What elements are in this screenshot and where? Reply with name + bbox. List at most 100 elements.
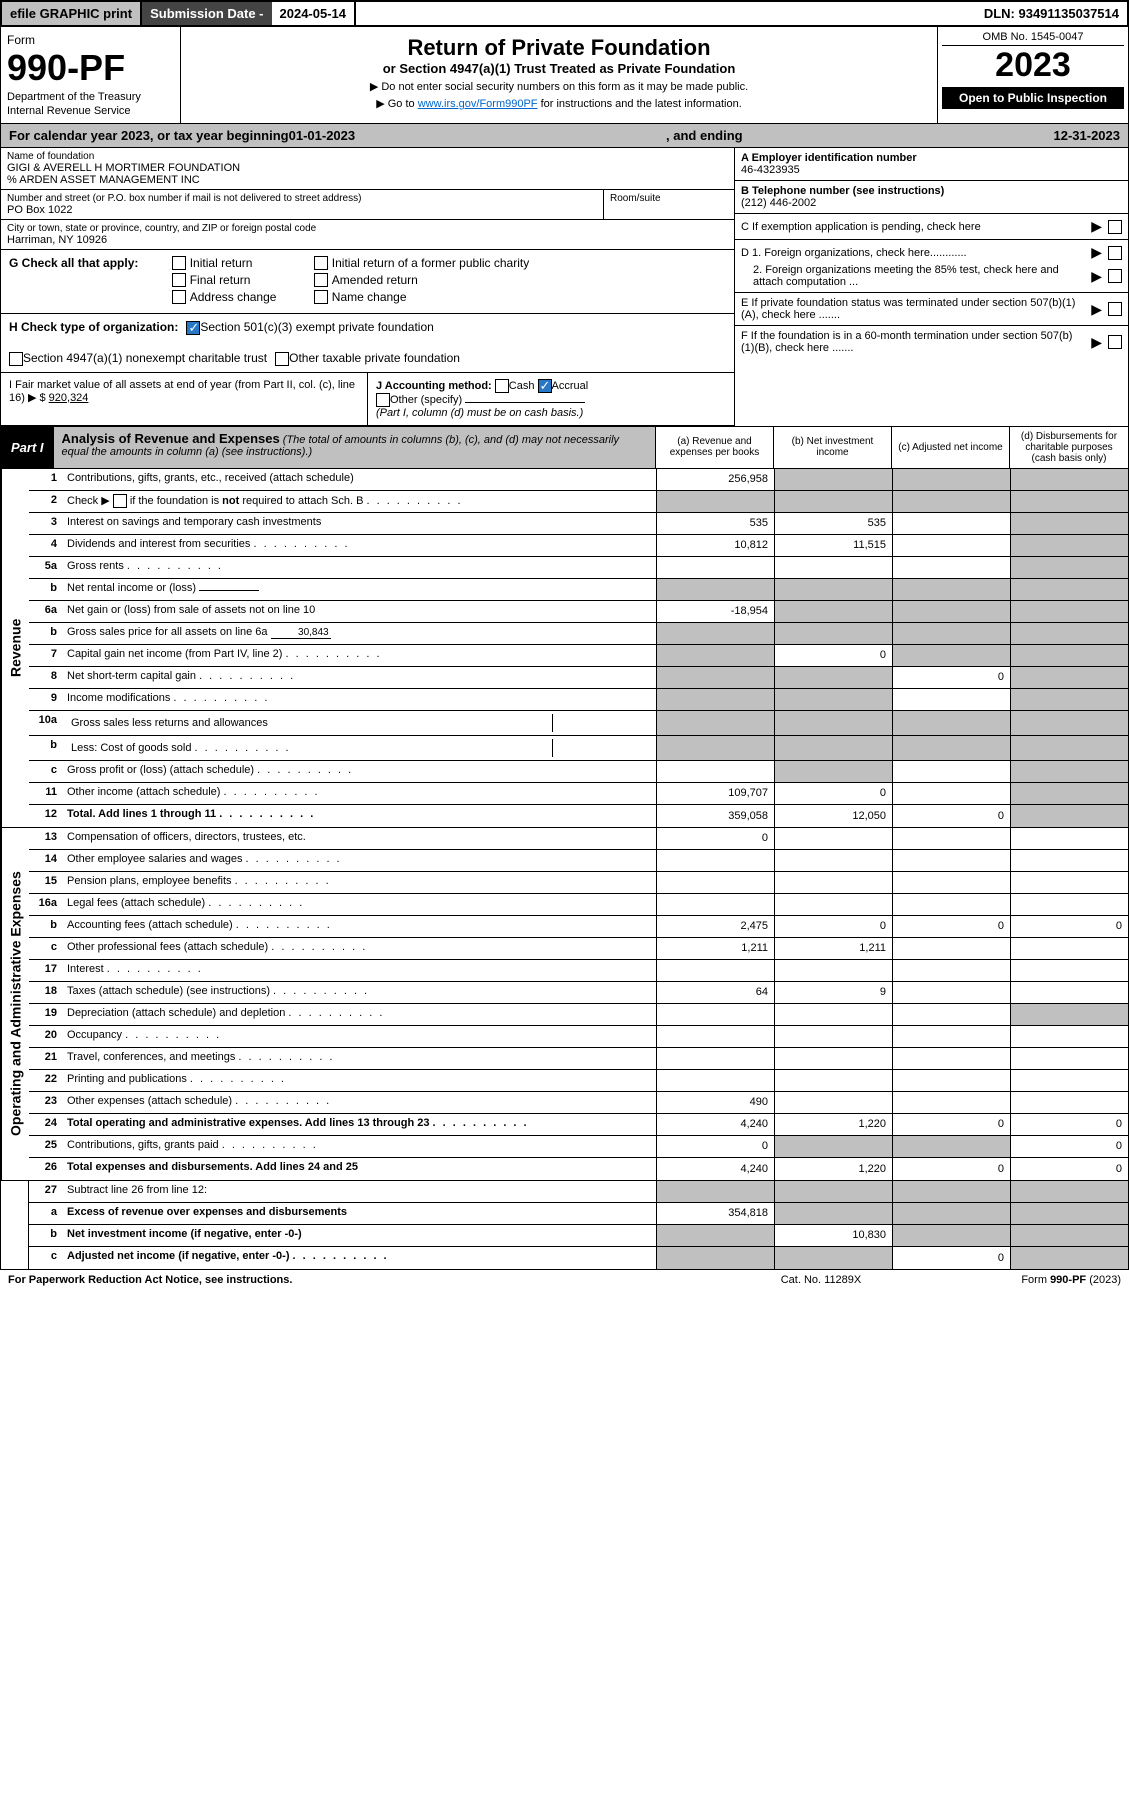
city-row: City or town, state or province, country… — [1, 220, 734, 250]
omb: OMB No. 1545-0047 — [942, 31, 1124, 46]
footer-right: Form 990-PF (2023) — [921, 1274, 1121, 1286]
row-18: 18Taxes (attach schedule) (see instructi… — [29, 982, 1128, 1004]
row-2: 2Check ▶ if the foundation is not requir… — [29, 491, 1128, 513]
city-label: City or town, state or province, country… — [7, 223, 728, 234]
j-accrual[interactable]: Accrual — [538, 380, 589, 392]
open-inspection: Open to Public Inspection — [942, 87, 1124, 109]
header-left: Form 990-PF Department of the Treasury I… — [1, 27, 181, 123]
city: Harriman, NY 10926 — [7, 234, 728, 246]
col-b-header: (b) Net investment income — [774, 427, 892, 468]
g-final-return[interactable]: Final return — [172, 273, 251, 287]
top-bar: efile GRAPHIC print Submission Date - 20… — [0, 0, 1129, 27]
room-label: Room/suite — [610, 193, 728, 204]
revenue-table: Revenue 1Contributions, gifts, grants, e… — [0, 469, 1129, 828]
ein-value: 46-4323935 — [741, 164, 800, 176]
form990pf-link[interactable]: www.irs.gov/Form990PF — [418, 98, 538, 110]
h-4947[interactable]: Section 4947(a)(1) nonexempt charitable … — [9, 351, 267, 366]
instr-2: ▶ Go to www.irs.gov/Form990PF for instru… — [193, 97, 925, 110]
street: PO Box 1022 — [7, 204, 597, 216]
part1-desc: Analysis of Revenue and Expenses (The to… — [54, 427, 655, 468]
h-row: H Check type of organization: Section 50… — [1, 314, 734, 373]
f-checkbox[interactable] — [1108, 335, 1122, 349]
g-row: G Check all that apply: Initial return F… — [1, 250, 734, 314]
d1-label: D 1. Foreign organizations, check here..… — [741, 247, 1085, 259]
g-amended[interactable]: Amended return — [314, 273, 418, 287]
part1-header: Part I Analysis of Revenue and Expenses … — [0, 427, 1129, 469]
row-3: 3Interest on savings and temporary cash … — [29, 513, 1128, 535]
row-19: 19Depreciation (attach schedule) and dep… — [29, 1004, 1128, 1026]
g-name-change[interactable]: Name change — [314, 290, 407, 304]
tax-year: 2023 — [942, 46, 1124, 85]
row-27: 27Subtract line 26 from line 12: — [29, 1181, 1128, 1203]
row-16c: cOther professional fees (attach schedul… — [29, 938, 1128, 960]
dept: Department of the Treasury — [7, 91, 174, 103]
form-title: Return of Private Foundation — [193, 35, 925, 61]
schb-checkbox[interactable] — [113, 494, 127, 508]
form-header: Form 990-PF Department of the Treasury I… — [0, 27, 1129, 124]
header-center: Return of Private Foundation or Section … — [181, 27, 938, 123]
j-label: J Accounting method: — [376, 380, 492, 392]
d-row: D 1. Foreign organizations, check here..… — [735, 240, 1128, 293]
f-label: F If the foundation is in a 60-month ter… — [741, 330, 1085, 354]
submission-date: 2024-05-14 — [272, 2, 357, 25]
row-6a: 6aNet gain or (loss) from sale of assets… — [29, 601, 1128, 623]
cal-end: 12-31-2023 — [1054, 128, 1121, 143]
row-5b: bNet rental income or (loss) — [29, 579, 1128, 601]
ein-label: A Employer identification number — [741, 152, 917, 164]
foundation-name-row: Name of foundation GIGI & AVERELL H MORT… — [1, 148, 734, 190]
row-16b: bAccounting fees (attach schedule) 2,475… — [29, 916, 1128, 938]
irs: Internal Revenue Service — [7, 105, 174, 117]
row-14: 14Other employee salaries and wages — [29, 850, 1128, 872]
summary-table: 27Subtract line 26 from line 12: aExcess… — [0, 1181, 1129, 1270]
row-26: 26Total expenses and disbursements. Add … — [29, 1158, 1128, 1180]
street-cell: Number and street (or P.O. box number if… — [1, 190, 604, 220]
col-d-header: (d) Disbursements for charitable purpose… — [1010, 427, 1128, 468]
cal-begin: 01-01-2023 — [289, 128, 356, 143]
street-label: Number and street (or P.O. box number if… — [7, 193, 597, 204]
h-other-taxable[interactable]: Other taxable private foundation — [275, 351, 460, 366]
g-label: G Check all that apply: — [9, 256, 138, 270]
j-cash[interactable]: Cash — [495, 380, 535, 392]
g-initial-return[interactable]: Initial return — [172, 256, 253, 270]
d1-checkbox[interactable] — [1108, 246, 1122, 260]
row-27c: cAdjusted net income (if negative, enter… — [29, 1247, 1128, 1269]
street-room-row: Number and street (or P.O. box number if… — [1, 190, 734, 220]
row-15: 15Pension plans, employee benefits — [29, 872, 1128, 894]
care-of: % ARDEN ASSET MANAGEMENT INC — [7, 174, 728, 186]
row-12: 12Total. Add lines 1 through 11 359,0581… — [29, 805, 1128, 827]
instr-2b: for instructions and the latest informat… — [538, 98, 742, 110]
c-checkbox[interactable] — [1108, 220, 1122, 234]
revenue-side-label: Revenue — [1, 469, 29, 827]
form-subtitle: or Section 4947(a)(1) Trust Treated as P… — [193, 61, 925, 76]
info-left: Name of foundation GIGI & AVERELL H MORT… — [1, 148, 734, 426]
h-label: H Check type of organization: — [9, 320, 178, 334]
header-right: OMB No. 1545-0047 2023 Open to Public In… — [938, 27, 1128, 123]
row-20: 20Occupancy — [29, 1026, 1128, 1048]
info-right: A Employer identification number 46-4323… — [734, 148, 1128, 426]
expenses-table: Operating and Administrative Expenses 13… — [0, 828, 1129, 1181]
submission-label: Submission Date - — [142, 2, 271, 25]
g-initial-public[interactable]: Initial return of a former public charit… — [314, 256, 529, 270]
h-501c3[interactable]: Section 501(c)(3) exempt private foundat… — [186, 320, 433, 335]
expenses-side-label: Operating and Administrative Expenses — [1, 828, 29, 1180]
footer-center: Cat. No. 11289X — [721, 1274, 921, 1286]
e-checkbox[interactable] — [1108, 302, 1122, 316]
tel-label: B Telephone number (see instructions) — [741, 185, 944, 197]
efile-label[interactable]: efile GRAPHIC print — [2, 2, 142, 25]
row-21: 21Travel, conferences, and meetings — [29, 1048, 1128, 1070]
d2-label: 2. Foreign organizations meeting the 85%… — [741, 264, 1085, 288]
c-row: C If exemption application is pending, c… — [735, 214, 1128, 240]
f-row: F If the foundation is in a 60-month ter… — [735, 326, 1128, 358]
d2-checkbox[interactable] — [1108, 269, 1122, 283]
row-27a: aExcess of revenue over expenses and dis… — [29, 1203, 1128, 1225]
j-other[interactable]: Other (specify) — [376, 394, 462, 406]
part1-tab: Part I — [1, 427, 54, 468]
summary-side — [1, 1181, 29, 1269]
page-footer: For Paperwork Reduction Act Notice, see … — [0, 1270, 1129, 1290]
fmv-value: 920,324 — [49, 392, 89, 404]
row-24: 24Total operating and administrative exp… — [29, 1114, 1128, 1136]
row-27b: bNet investment income (if negative, ent… — [29, 1225, 1128, 1247]
g-address-change[interactable]: Address change — [172, 290, 277, 304]
col-c-header: (c) Adjusted net income — [892, 427, 1010, 468]
row-25: 25Contributions, gifts, grants paid 00 — [29, 1136, 1128, 1158]
